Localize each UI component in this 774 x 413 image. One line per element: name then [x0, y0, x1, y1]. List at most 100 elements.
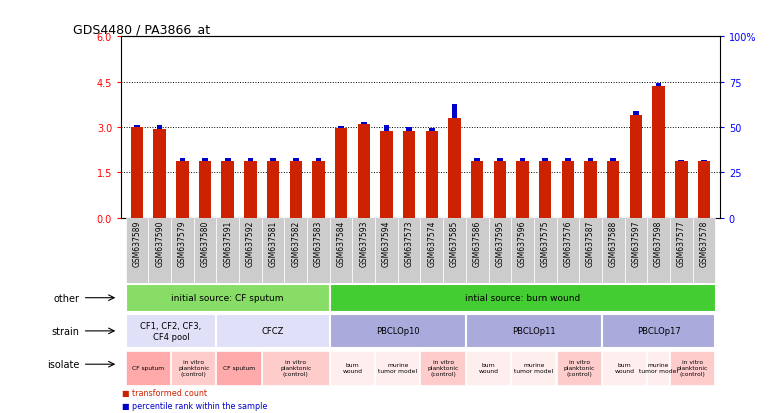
- Bar: [217, 315, 329, 348]
- Text: GSM637579: GSM637579: [178, 220, 187, 266]
- Bar: [149, 218, 171, 283]
- Text: other: other: [53, 293, 80, 303]
- Bar: [239, 218, 262, 283]
- Text: GSM637596: GSM637596: [518, 220, 527, 266]
- Text: CF1, CF2, CF3,
CF4 pool: CF1, CF2, CF3, CF4 pool: [140, 321, 202, 341]
- Bar: [466, 315, 601, 348]
- Bar: [131, 128, 143, 218]
- Text: GSM637578: GSM637578: [700, 220, 708, 266]
- Bar: [625, 218, 647, 283]
- Text: in vitro
planktonic
(control): in vitro planktonic (control): [280, 360, 311, 376]
- Text: burn
wound: burn wound: [615, 363, 635, 373]
- Text: GSM637583: GSM637583: [314, 220, 323, 266]
- Bar: [270, 159, 276, 162]
- Bar: [602, 315, 714, 348]
- Text: burn
wound: burn wound: [478, 363, 498, 373]
- Bar: [330, 285, 714, 311]
- Bar: [474, 158, 480, 162]
- Text: GSM637593: GSM637593: [359, 220, 368, 266]
- Text: GDS4480 / PA3866_at: GDS4480 / PA3866_at: [74, 23, 211, 36]
- Text: GSM637577: GSM637577: [676, 220, 686, 266]
- Bar: [670, 351, 714, 385]
- Bar: [630, 116, 642, 218]
- Bar: [217, 218, 239, 283]
- Bar: [611, 158, 616, 162]
- Text: PBCLOp11: PBCLOp11: [512, 327, 556, 336]
- Bar: [587, 158, 594, 162]
- Bar: [289, 162, 302, 218]
- Bar: [557, 351, 601, 385]
- Text: murine
tumor model: murine tumor model: [514, 363, 553, 373]
- Text: murine
tumor model: murine tumor model: [378, 363, 417, 373]
- Bar: [511, 351, 556, 385]
- Bar: [607, 162, 619, 218]
- Bar: [398, 218, 420, 283]
- Bar: [380, 132, 392, 218]
- Bar: [153, 130, 166, 218]
- Bar: [406, 128, 412, 132]
- Bar: [633, 112, 639, 116]
- Bar: [176, 162, 189, 218]
- Bar: [511, 218, 534, 283]
- Text: GSM637597: GSM637597: [632, 220, 640, 266]
- Bar: [471, 162, 484, 218]
- Bar: [361, 123, 367, 125]
- Bar: [244, 162, 257, 218]
- Bar: [352, 218, 375, 283]
- Text: GSM637585: GSM637585: [450, 220, 459, 266]
- Text: GSM637595: GSM637595: [495, 220, 505, 266]
- Text: GSM637581: GSM637581: [269, 220, 278, 266]
- Bar: [125, 218, 149, 283]
- Text: GSM637598: GSM637598: [654, 220, 663, 266]
- Bar: [534, 218, 557, 283]
- Bar: [312, 162, 324, 218]
- Text: GSM637573: GSM637573: [405, 220, 413, 266]
- Bar: [543, 158, 548, 162]
- Text: GSM637588: GSM637588: [608, 220, 618, 266]
- Bar: [488, 218, 511, 283]
- Text: GSM637592: GSM637592: [246, 220, 255, 266]
- Text: burn
wound: burn wound: [342, 363, 362, 373]
- Bar: [375, 218, 398, 283]
- Bar: [403, 132, 416, 218]
- Bar: [330, 351, 374, 385]
- Bar: [221, 162, 234, 218]
- Bar: [157, 125, 163, 130]
- Bar: [199, 162, 211, 218]
- Bar: [420, 351, 464, 385]
- Bar: [194, 218, 217, 283]
- Text: CF sputum: CF sputum: [132, 366, 164, 370]
- Bar: [262, 218, 284, 283]
- Text: GSM637594: GSM637594: [382, 220, 391, 266]
- Bar: [565, 158, 570, 162]
- Bar: [670, 218, 693, 283]
- Bar: [602, 218, 625, 283]
- Text: ■ transformed count: ■ transformed count: [122, 388, 207, 397]
- Bar: [284, 218, 307, 283]
- Bar: [125, 315, 215, 348]
- Bar: [316, 158, 321, 162]
- Bar: [171, 218, 194, 283]
- Text: GSM637574: GSM637574: [427, 220, 437, 266]
- Text: GSM637591: GSM637591: [223, 220, 232, 266]
- Bar: [539, 162, 551, 218]
- Text: murine
tumor model: murine tumor model: [639, 363, 678, 373]
- Bar: [602, 351, 646, 385]
- Bar: [647, 218, 670, 283]
- Bar: [647, 351, 669, 385]
- Bar: [519, 158, 526, 162]
- Bar: [180, 158, 185, 162]
- Bar: [262, 351, 329, 385]
- Bar: [202, 158, 208, 162]
- Text: CF sputum: CF sputum: [223, 366, 255, 370]
- Bar: [293, 158, 299, 162]
- Bar: [516, 162, 529, 218]
- Bar: [171, 351, 215, 385]
- Text: GSM637584: GSM637584: [337, 220, 346, 266]
- Text: strain: strain: [52, 326, 80, 336]
- Text: in vitro
planktonic
(control): in vitro planktonic (control): [427, 360, 459, 376]
- Bar: [584, 162, 597, 218]
- Bar: [134, 126, 140, 128]
- Bar: [330, 218, 352, 283]
- Text: ■ percentile rank within the sample: ■ percentile rank within the sample: [122, 401, 268, 410]
